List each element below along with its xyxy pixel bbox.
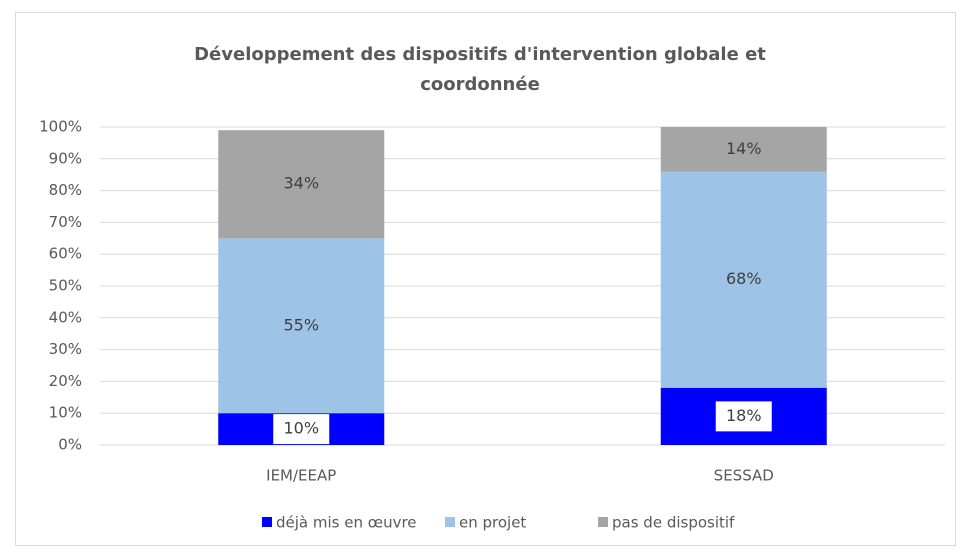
chart-title: Développement des dispositifs d'interven… [194,44,766,95]
legend-swatch [445,517,455,527]
data-label: 34% [283,174,319,193]
data-label: 18% [726,406,762,425]
y-tick-label: 20% [49,372,82,390]
bar-segment [660,171,827,388]
y-tick-label: 70% [49,213,82,231]
y-tick-label: 80% [49,181,82,199]
y-tick-label: 60% [49,245,82,263]
legend-swatch [598,517,608,527]
legend-label: pas de dispositif [612,514,735,532]
y-tick-label: 40% [49,308,82,326]
y-tick-label: 90% [49,149,82,167]
bar-segment [218,238,385,414]
y-tick-label: 100% [39,118,82,136]
data-label: 10% [283,419,319,438]
data-label: 55% [283,315,319,334]
legend-label: déjà mis en œuvre [276,514,417,532]
bar-segment [218,130,385,239]
data-label: 14% [726,139,762,158]
x-tick-label: SESSAD [714,467,774,485]
data-label: 68% [726,269,762,288]
y-tick-label: 0% [58,436,82,454]
data-label-box [273,414,330,445]
y-tick-label: 30% [49,340,82,358]
data-label-box [715,401,772,432]
y-tick-label: 50% [49,277,82,295]
legend-label: en projet [459,514,526,532]
bar-segment [660,127,827,172]
x-tick-label: IEM/EEAP [266,467,336,485]
legend-swatch [262,517,272,527]
y-tick-label: 10% [49,404,82,422]
